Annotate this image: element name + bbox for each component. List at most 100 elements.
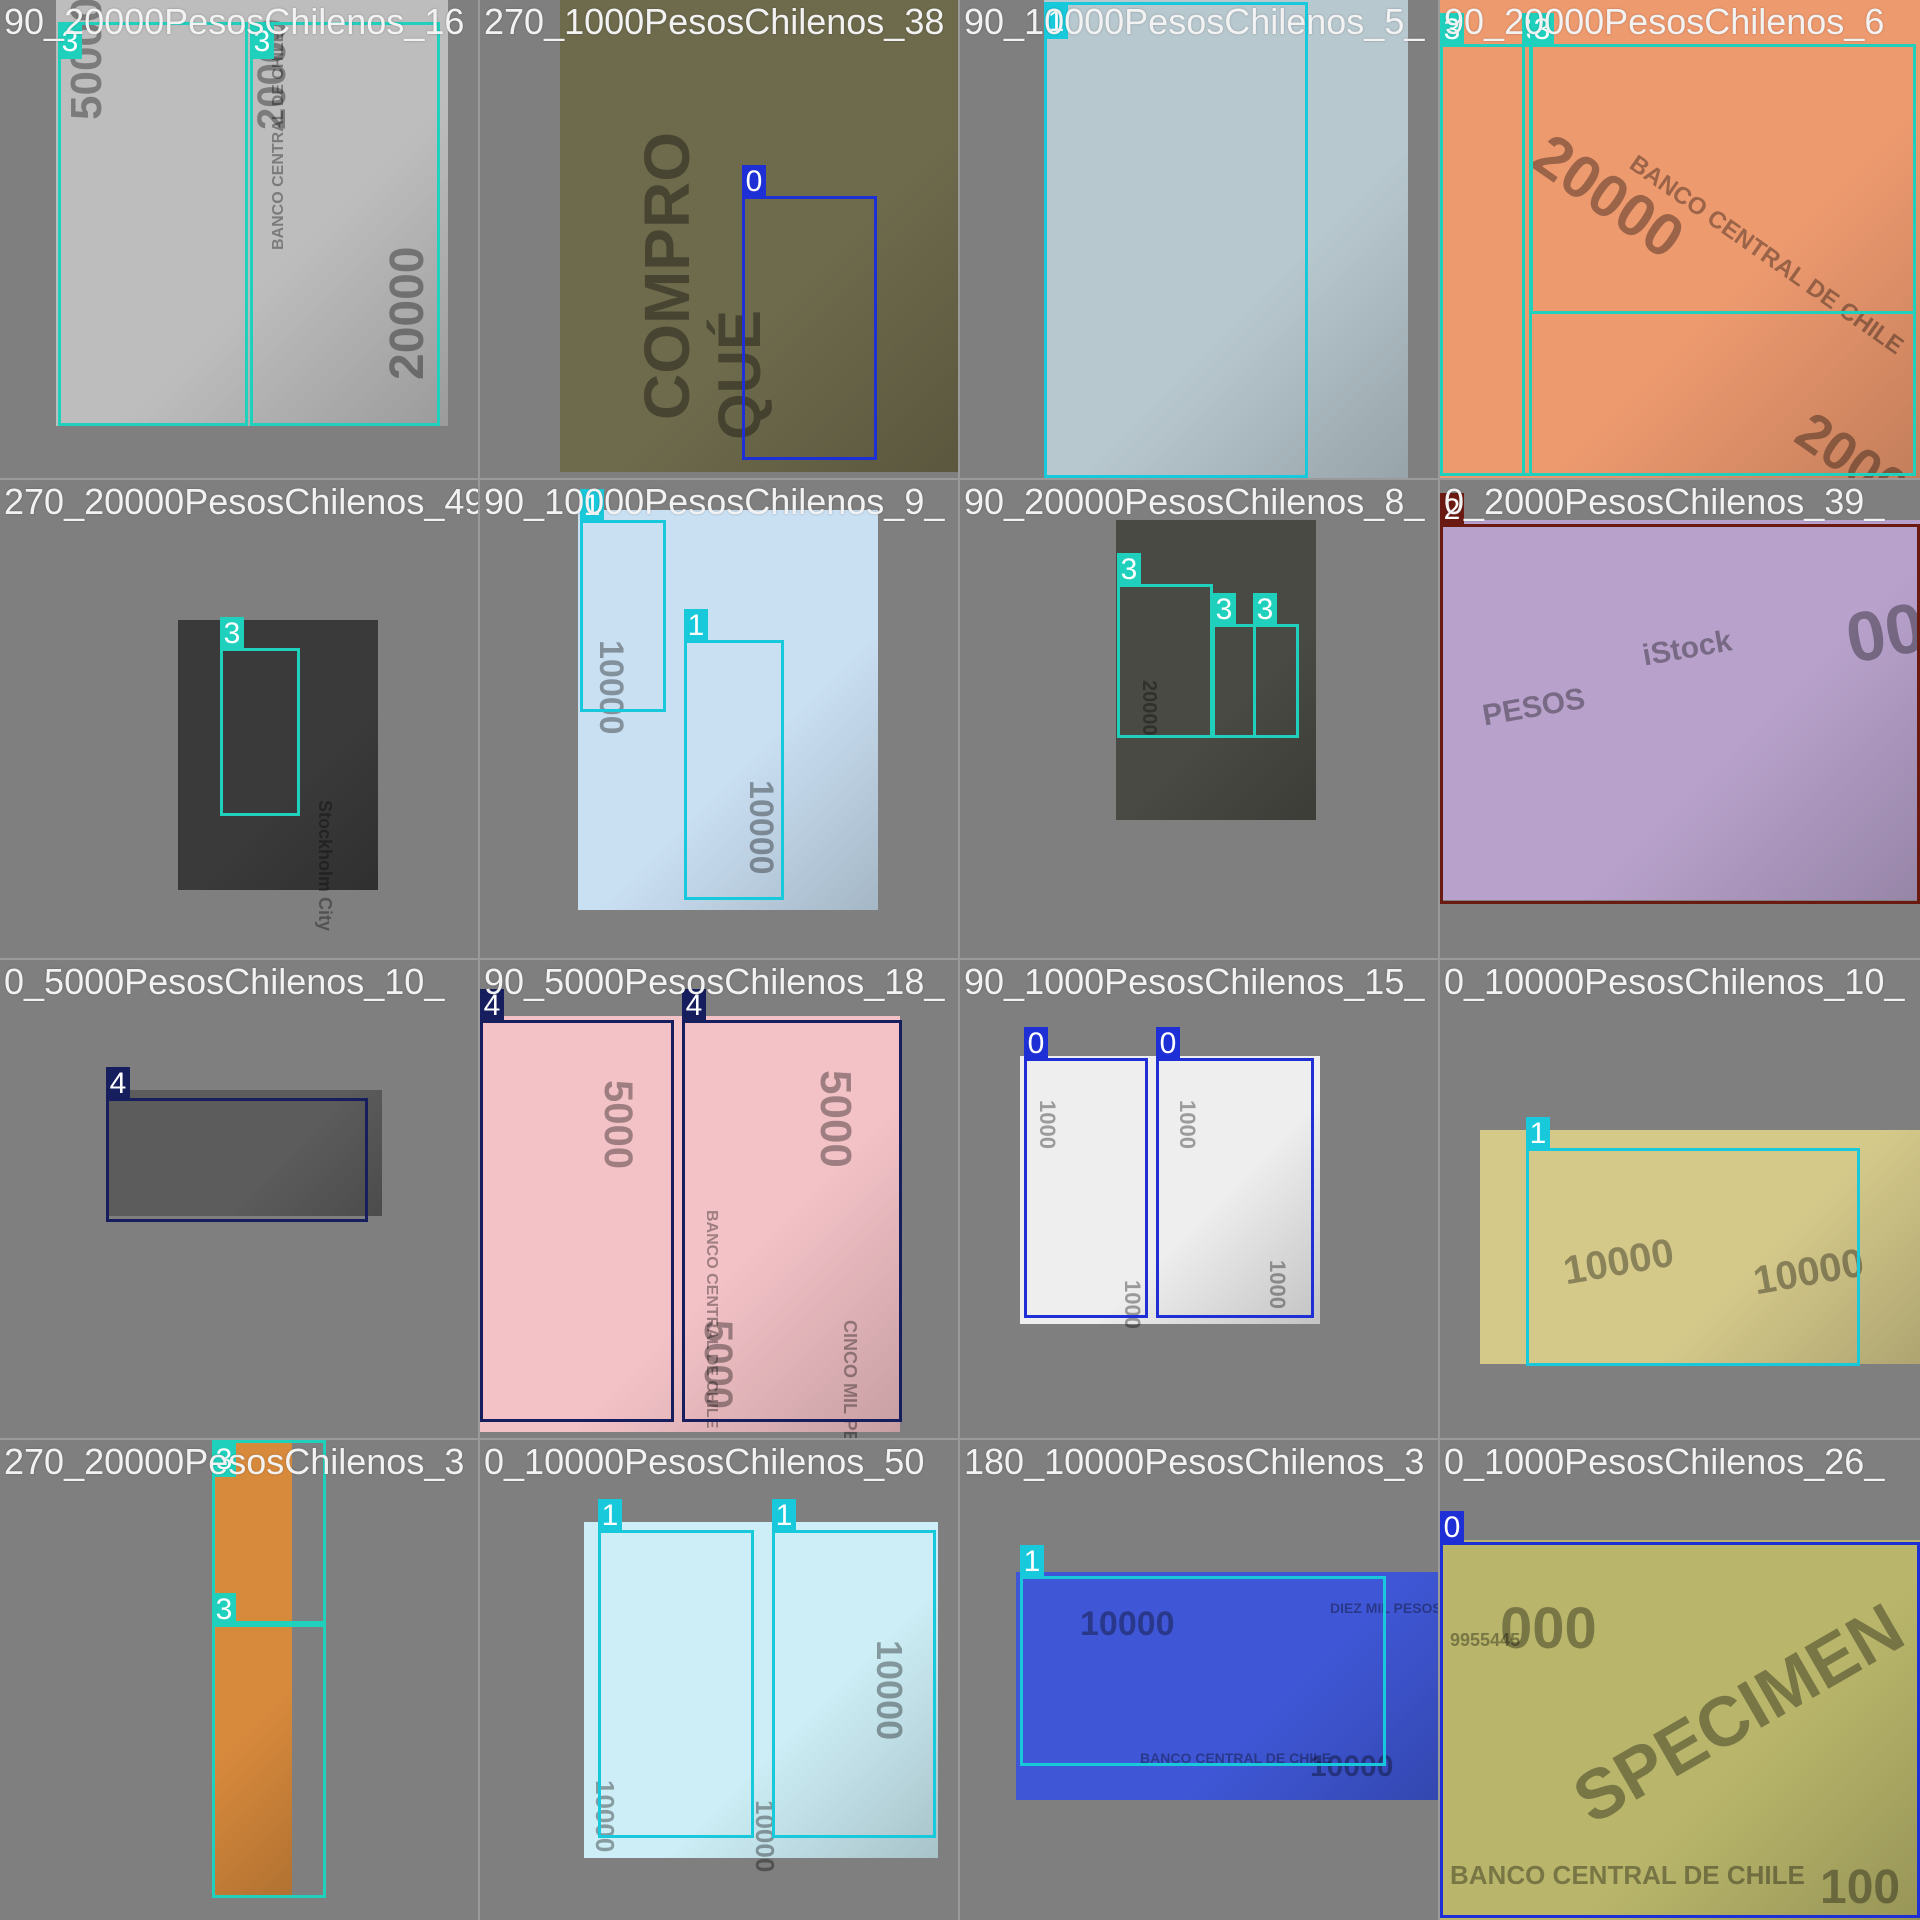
tile-filename: 0_10000PesosChilenos_10_ <box>1444 961 1905 1002</box>
banknote-photo <box>1480 1130 1920 1364</box>
detection-box: 3 <box>1117 553 1213 738</box>
banknote-text: 000 <box>1500 1596 1597 1661</box>
tile-filename: 90_20000PesosChilenos_16 <box>4 1 465 42</box>
banknote-photo <box>1016 1572 1438 1800</box>
mosaic-tile: 10000 10000 1 0_10000PesosChilenos_10_ <box>1440 960 1920 1440</box>
banknote-photo <box>480 1016 900 1432</box>
class-label: 3 <box>220 617 244 651</box>
mosaic-tile: 10000 10000 10000 1 1 0_10000PesosChilenos_50 <box>480 1440 960 1920</box>
class-label: 3 <box>1212 593 1236 627</box>
class-label: 1 <box>1526 1117 1550 1151</box>
banknote-text: BANCO CENTRAL DE CHILE <box>1450 1860 1805 1890</box>
class-label: 0 <box>1440 1511 1464 1545</box>
banknote-photo <box>1440 1540 1920 1920</box>
class-label: 4 <box>106 1067 130 1101</box>
detection-box: 3 <box>220 617 300 816</box>
mosaic-tile: 50000 20000 BANCO CENTRAL DE CHILE 20000 3 3 9… <box>0 0 480 480</box>
class-label: 4 <box>480 989 504 1023</box>
mosaic-tile: 20000 3 3 3 90_20000PesosChilenos_8_ <box>960 480 1440 960</box>
mosaic-tile: COMPRO QUÉ 0 270_1000PesosChilenos_38 <box>480 0 960 480</box>
tile-filename: 0_2000PesosChilenos_39_ <box>1444 481 1885 522</box>
detection-box: 3 <box>1253 593 1299 738</box>
class-label: 0 <box>742 165 766 199</box>
class-label: 3 <box>1440 13 1464 47</box>
detection-box: 0 <box>1024 1027 1148 1318</box>
detection-box: 1 <box>580 489 666 712</box>
detection-box: 4 <box>480 989 674 1422</box>
class-label: 3 <box>1253 593 1277 627</box>
detection-box: 3 <box>212 1440 326 1624</box>
tile-filename: 270_20000PesosChilenos_3 <box>4 1441 465 1482</box>
detection-box: 4 <box>682 989 902 1422</box>
tile-filename: 0_10000PesosChilenos_50 <box>484 1441 925 1482</box>
banknote-text: 100 <box>1820 1861 1901 1914</box>
class-label: 4 <box>682 989 706 1023</box>
detection-box: 0 <box>742 165 877 460</box>
class-label: 1 <box>1020 1545 1044 1579</box>
class-label: 1 <box>598 1499 622 1533</box>
detection-box: 3 <box>1530 13 1916 314</box>
detection-box: 1 <box>1526 1117 1860 1366</box>
tile-filename: 180_10000PesosChilenos_3 <box>964 1441 1425 1482</box>
detection-box: 1 <box>1044 2 1308 478</box>
class-label: 3 <box>1117 553 1141 587</box>
banknote-text: 10000 <box>1080 1605 1175 1643</box>
detection-box: 1 <box>1020 1545 1386 1766</box>
detection-box: 3 <box>1440 13 1532 476</box>
detection-box: 1 <box>684 609 784 900</box>
detection-box: 1 <box>598 1499 754 1838</box>
detection-box: 2 <box>1440 493 1920 904</box>
mosaic-tile: 10000 10000 1 1 90_10000PesosChilenos_9_ <box>480 480 960 960</box>
banknote-text: 10000 <box>1310 1750 1394 1783</box>
tile-filename: 270_1000PesosChilenos_38 <box>484 1 945 42</box>
class-label: 1 <box>684 609 708 643</box>
banknote-photo <box>1116 520 1316 820</box>
detection-box: 3 <box>1212 593 1256 738</box>
banknote-photo <box>178 620 378 890</box>
class-label: 3 <box>212 1593 236 1627</box>
detection-box: 3 <box>212 1593 326 1898</box>
tile-filename: 90_5000PesosChilenos_18_ <box>484 961 945 1002</box>
tile-filename: 0_5000PesosChilenos_10_ <box>4 961 445 1002</box>
tile-filename: 90_20000PesosChilenos_8_ <box>964 481 1425 522</box>
banknote-text: COMPRO <box>631 132 703 420</box>
mosaic-tile: Stockholm City 3 270_20000PesosChilenos_49 <box>0 480 480 960</box>
detection-box: 0 <box>1156 1027 1314 1318</box>
banknote-photo <box>1044 0 1408 478</box>
tile-filename: 270_20000PesosChilenos_49 <box>4 481 480 522</box>
banknote-photo <box>1440 520 1920 900</box>
banknote-text: Stockholm City <box>315 800 335 932</box>
detection-box: 3 <box>58 22 248 426</box>
mosaic-tile: 2000033270_20000PesosChilenos_3 <box>0 1440 480 1920</box>
banknote-photo <box>560 0 958 472</box>
banknote-photo <box>106 1090 382 1216</box>
class-label: 0 <box>1156 1027 1180 1061</box>
class-label: 3 <box>58 25 82 59</box>
class-label: 3 <box>1530 13 1554 47</box>
class-label: 1 <box>580 489 604 523</box>
detection-box: 1 <box>772 1499 936 1838</box>
detection-box: 4 <box>106 1067 368 1222</box>
class-label: 1 <box>1044 5 1068 39</box>
mosaic-tile: 5000 5000 BANCO CENTRAL DE CHILE CINCO MIL … <box>480 960 960 1440</box>
class-label: 3 <box>212 1443 236 1477</box>
banknote-photo <box>212 1440 292 1896</box>
mosaic-tile: 1000 1000 1000 1000 0 0 90_1000PesosChilenos_1… <box>960 960 1440 1440</box>
banknote-text: 9955445 <box>1450 1630 1521 1650</box>
tile-filename: 0_1000PesosChilenos_26_ <box>1444 1441 1885 1482</box>
class-label: 1 <box>772 1499 796 1533</box>
mosaic-tile: 00 iStock PESOS 2 0_2000PesosChilenos_39_ <box>1440 480 1920 960</box>
detection-box: 3 <box>250 22 440 426</box>
mosaic-tile: 000 9955445 SPECIMEN BANCO CENTRAL DE CHILE… <box>1440 1440 1920 1920</box>
tile-filename: 90_1000PesosChilenos_15_ <box>964 961 1425 1002</box>
banknote-text: BANCO CENTRAL DE CHILE <box>1140 1750 1332 1766</box>
mosaic-tile: 4 0_5000PesosChilenos_10_ <box>0 960 480 1440</box>
class-label: 0 <box>1024 1027 1048 1061</box>
tile-filename: 90_20000PesosChilenos_6 <box>1444 1 1885 42</box>
banknote-photo <box>584 1522 938 1858</box>
detection-box: 0 <box>1440 1511 1920 1918</box>
mosaic-tile: 1 90_10000PesosChilenos_5_ <box>960 0 1440 480</box>
banknote-photo <box>1020 1056 1320 1324</box>
